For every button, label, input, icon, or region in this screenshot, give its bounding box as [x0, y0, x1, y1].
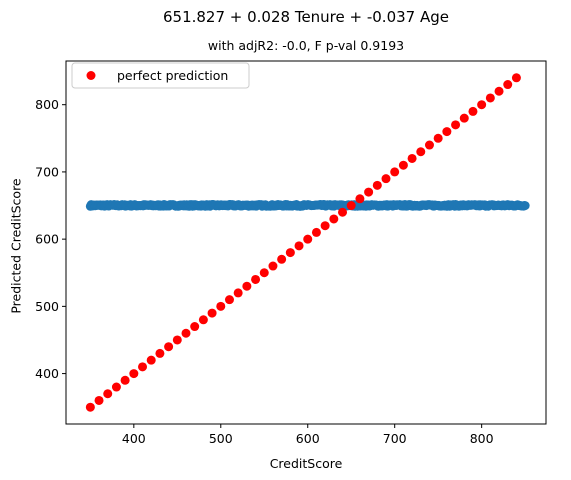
perfect-prediction-point [198, 315, 208, 325]
perfect-prediction-point [164, 342, 174, 352]
perfect-prediction-point [190, 322, 200, 332]
perfect-prediction-point [494, 86, 504, 96]
perfect-prediction-point [381, 174, 391, 184]
perfect-prediction-point [242, 281, 252, 291]
x-axis-ticks: 400 500 600 700 800 [122, 424, 494, 446]
perfect-prediction-point [120, 375, 130, 385]
perfect-prediction-point [485, 93, 495, 103]
perfect-prediction-point [285, 248, 295, 258]
perfect-prediction-point [511, 73, 521, 83]
perfect-prediction-point [129, 369, 139, 379]
perfect-prediction-point [207, 308, 217, 318]
perfect-prediction-point [355, 194, 365, 204]
perfect-prediction-point [233, 288, 243, 298]
y-axis-label: Predicted CreditScore [8, 178, 24, 314]
x-tick-label: 600 [296, 431, 320, 446]
perfect-prediction-point [424, 140, 434, 150]
perfect-prediction-point [503, 80, 513, 90]
perfect-prediction-points [85, 73, 521, 412]
perfect-prediction-point [303, 234, 313, 244]
perfect-prediction-point [416, 147, 426, 157]
prediction-point [520, 201, 530, 211]
perfect-prediction-point [364, 187, 374, 197]
perfect-prediction-point [146, 355, 156, 365]
x-tick-label: 800 [470, 431, 494, 446]
y-tick-label: 400 [35, 366, 59, 381]
chart-title: 651.827 + 0.028 Tenure + -0.037 Age [162, 8, 449, 26]
legend: perfect prediction [71, 62, 250, 89]
perfect-prediction-point [390, 167, 400, 177]
perfect-prediction-point [216, 301, 226, 311]
perfect-prediction-point [103, 389, 113, 399]
plot-frame [65, 60, 547, 425]
x-axis-label: CreditScore [269, 456, 343, 471]
legend-label-perfect-prediction: perfect prediction [117, 68, 228, 83]
perfect-prediction-point [477, 100, 487, 110]
perfect-prediction-point [294, 241, 304, 251]
perfect-prediction-point [259, 268, 269, 278]
perfect-prediction-point [433, 133, 443, 143]
y-tick-label: 700 [35, 164, 59, 179]
legend-box [71, 62, 250, 89]
y-tick-label: 800 [35, 97, 59, 112]
perfect-prediction-point [224, 295, 234, 305]
legend-marker-perfect-prediction [86, 71, 96, 80]
x-tick-label: 700 [383, 431, 407, 446]
perfect-prediction-point [181, 328, 191, 338]
x-tick-label: 400 [122, 431, 146, 446]
perfect-prediction-point [451, 120, 461, 130]
perfect-prediction-point [329, 214, 339, 224]
perfect-prediction-point [442, 127, 452, 137]
perfect-prediction-point [372, 180, 382, 190]
perfect-prediction-point [468, 106, 478, 116]
perfect-prediction-point [251, 274, 261, 284]
perfect-prediction-point [138, 362, 148, 372]
perfect-prediction-point [94, 395, 104, 405]
y-tick-label: 600 [35, 232, 59, 247]
chart-subtitle: with adjR2: -0.0, F p-val 0.9193 [207, 38, 405, 53]
perfect-prediction-point [277, 254, 287, 264]
perfect-prediction-point [398, 160, 408, 170]
perfect-prediction-point [85, 402, 95, 412]
perfect-prediction-point [320, 221, 330, 231]
prediction-band [85, 200, 530, 211]
x-tick-label: 500 [209, 431, 233, 446]
perfect-prediction-point [338, 207, 348, 217]
perfect-prediction-point [311, 227, 321, 237]
perfect-prediction-point [268, 261, 278, 271]
perfect-prediction-point [172, 335, 182, 345]
perfect-prediction-point [155, 348, 165, 358]
perfect-prediction-point [407, 153, 417, 163]
y-axis-ticks: 400 500 600 700 800 [35, 97, 66, 381]
perfect-prediction-point [111, 382, 121, 392]
perfect-prediction-point [459, 113, 469, 123]
perfect-prediction-point [346, 201, 356, 211]
y-tick-label: 500 [35, 299, 59, 314]
